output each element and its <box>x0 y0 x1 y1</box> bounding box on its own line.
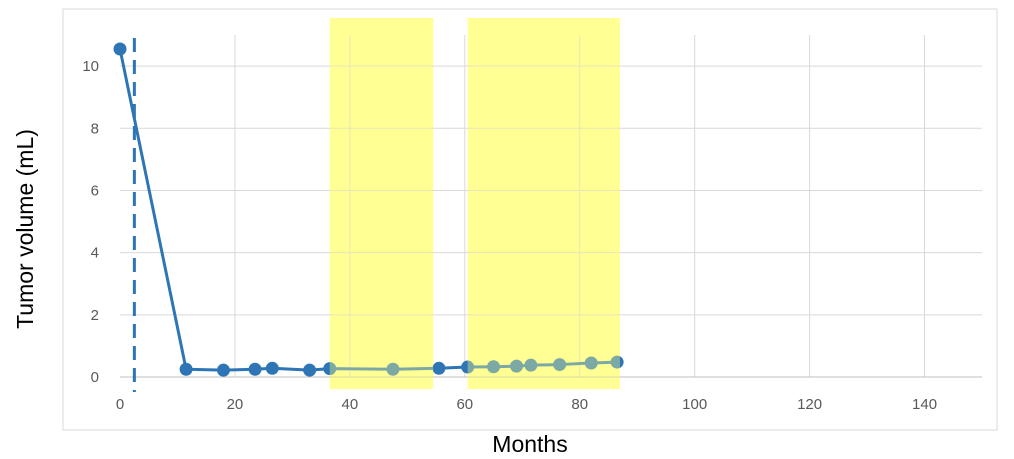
data-point-11 <box>510 359 524 373</box>
x-tick-label-2: 40 <box>342 396 359 413</box>
data-point-15 <box>610 355 624 369</box>
x-tick-label-5: 100 <box>682 396 707 413</box>
x-tick-label-7: 140 <box>912 396 937 413</box>
y-tick-label-2: 4 <box>91 245 99 262</box>
y-tick-label-0: 0 <box>91 369 99 386</box>
data-point-3 <box>248 362 262 376</box>
shaded-regions <box>329 18 620 389</box>
x-tick-label-3: 60 <box>456 396 473 413</box>
x-tick-label-6: 120 <box>797 396 822 413</box>
series-line-0 <box>118 48 618 372</box>
data-point-7 <box>386 362 400 376</box>
x-tick-label-0: 0 <box>116 396 124 413</box>
data-point-5 <box>303 363 317 377</box>
data-point-14 <box>584 356 598 370</box>
data-point-12 <box>524 358 538 372</box>
y-axis-title: Tumor volume (mL) <box>12 129 38 329</box>
y-tick-label-4: 8 <box>91 120 99 137</box>
x-tick-label-1: 20 <box>227 396 244 413</box>
data-point-13 <box>553 358 567 372</box>
gridlines <box>120 35 982 377</box>
data-point-2 <box>216 363 230 377</box>
series-group <box>113 18 624 389</box>
data-point-4 <box>265 361 279 375</box>
shaded-region-0 <box>329 18 434 389</box>
data-point-0 <box>113 42 127 56</box>
data-point-6 <box>323 362 337 376</box>
x-tick-label-4: 80 <box>571 396 588 413</box>
shaded-region-overlay-1 <box>467 18 620 389</box>
y-tick-label-3: 6 <box>91 182 99 199</box>
shaded-region-overlay-0 <box>329 18 434 389</box>
data-point-9 <box>461 360 475 374</box>
shaded-region-1 <box>467 18 620 389</box>
data-point-1 <box>179 362 193 376</box>
y-tick-label-5: 10 <box>82 58 99 75</box>
x-tick-labels: 0 20 40 60 80 100 120 140 <box>116 396 937 413</box>
data-point-8 <box>432 361 446 375</box>
x-axis-title: Months <box>492 431 567 457</box>
y-tick-label-1: 2 <box>91 307 99 324</box>
data-point-10 <box>487 360 501 374</box>
y-tick-labels: 0 2 4 6 8 10 <box>82 58 99 386</box>
